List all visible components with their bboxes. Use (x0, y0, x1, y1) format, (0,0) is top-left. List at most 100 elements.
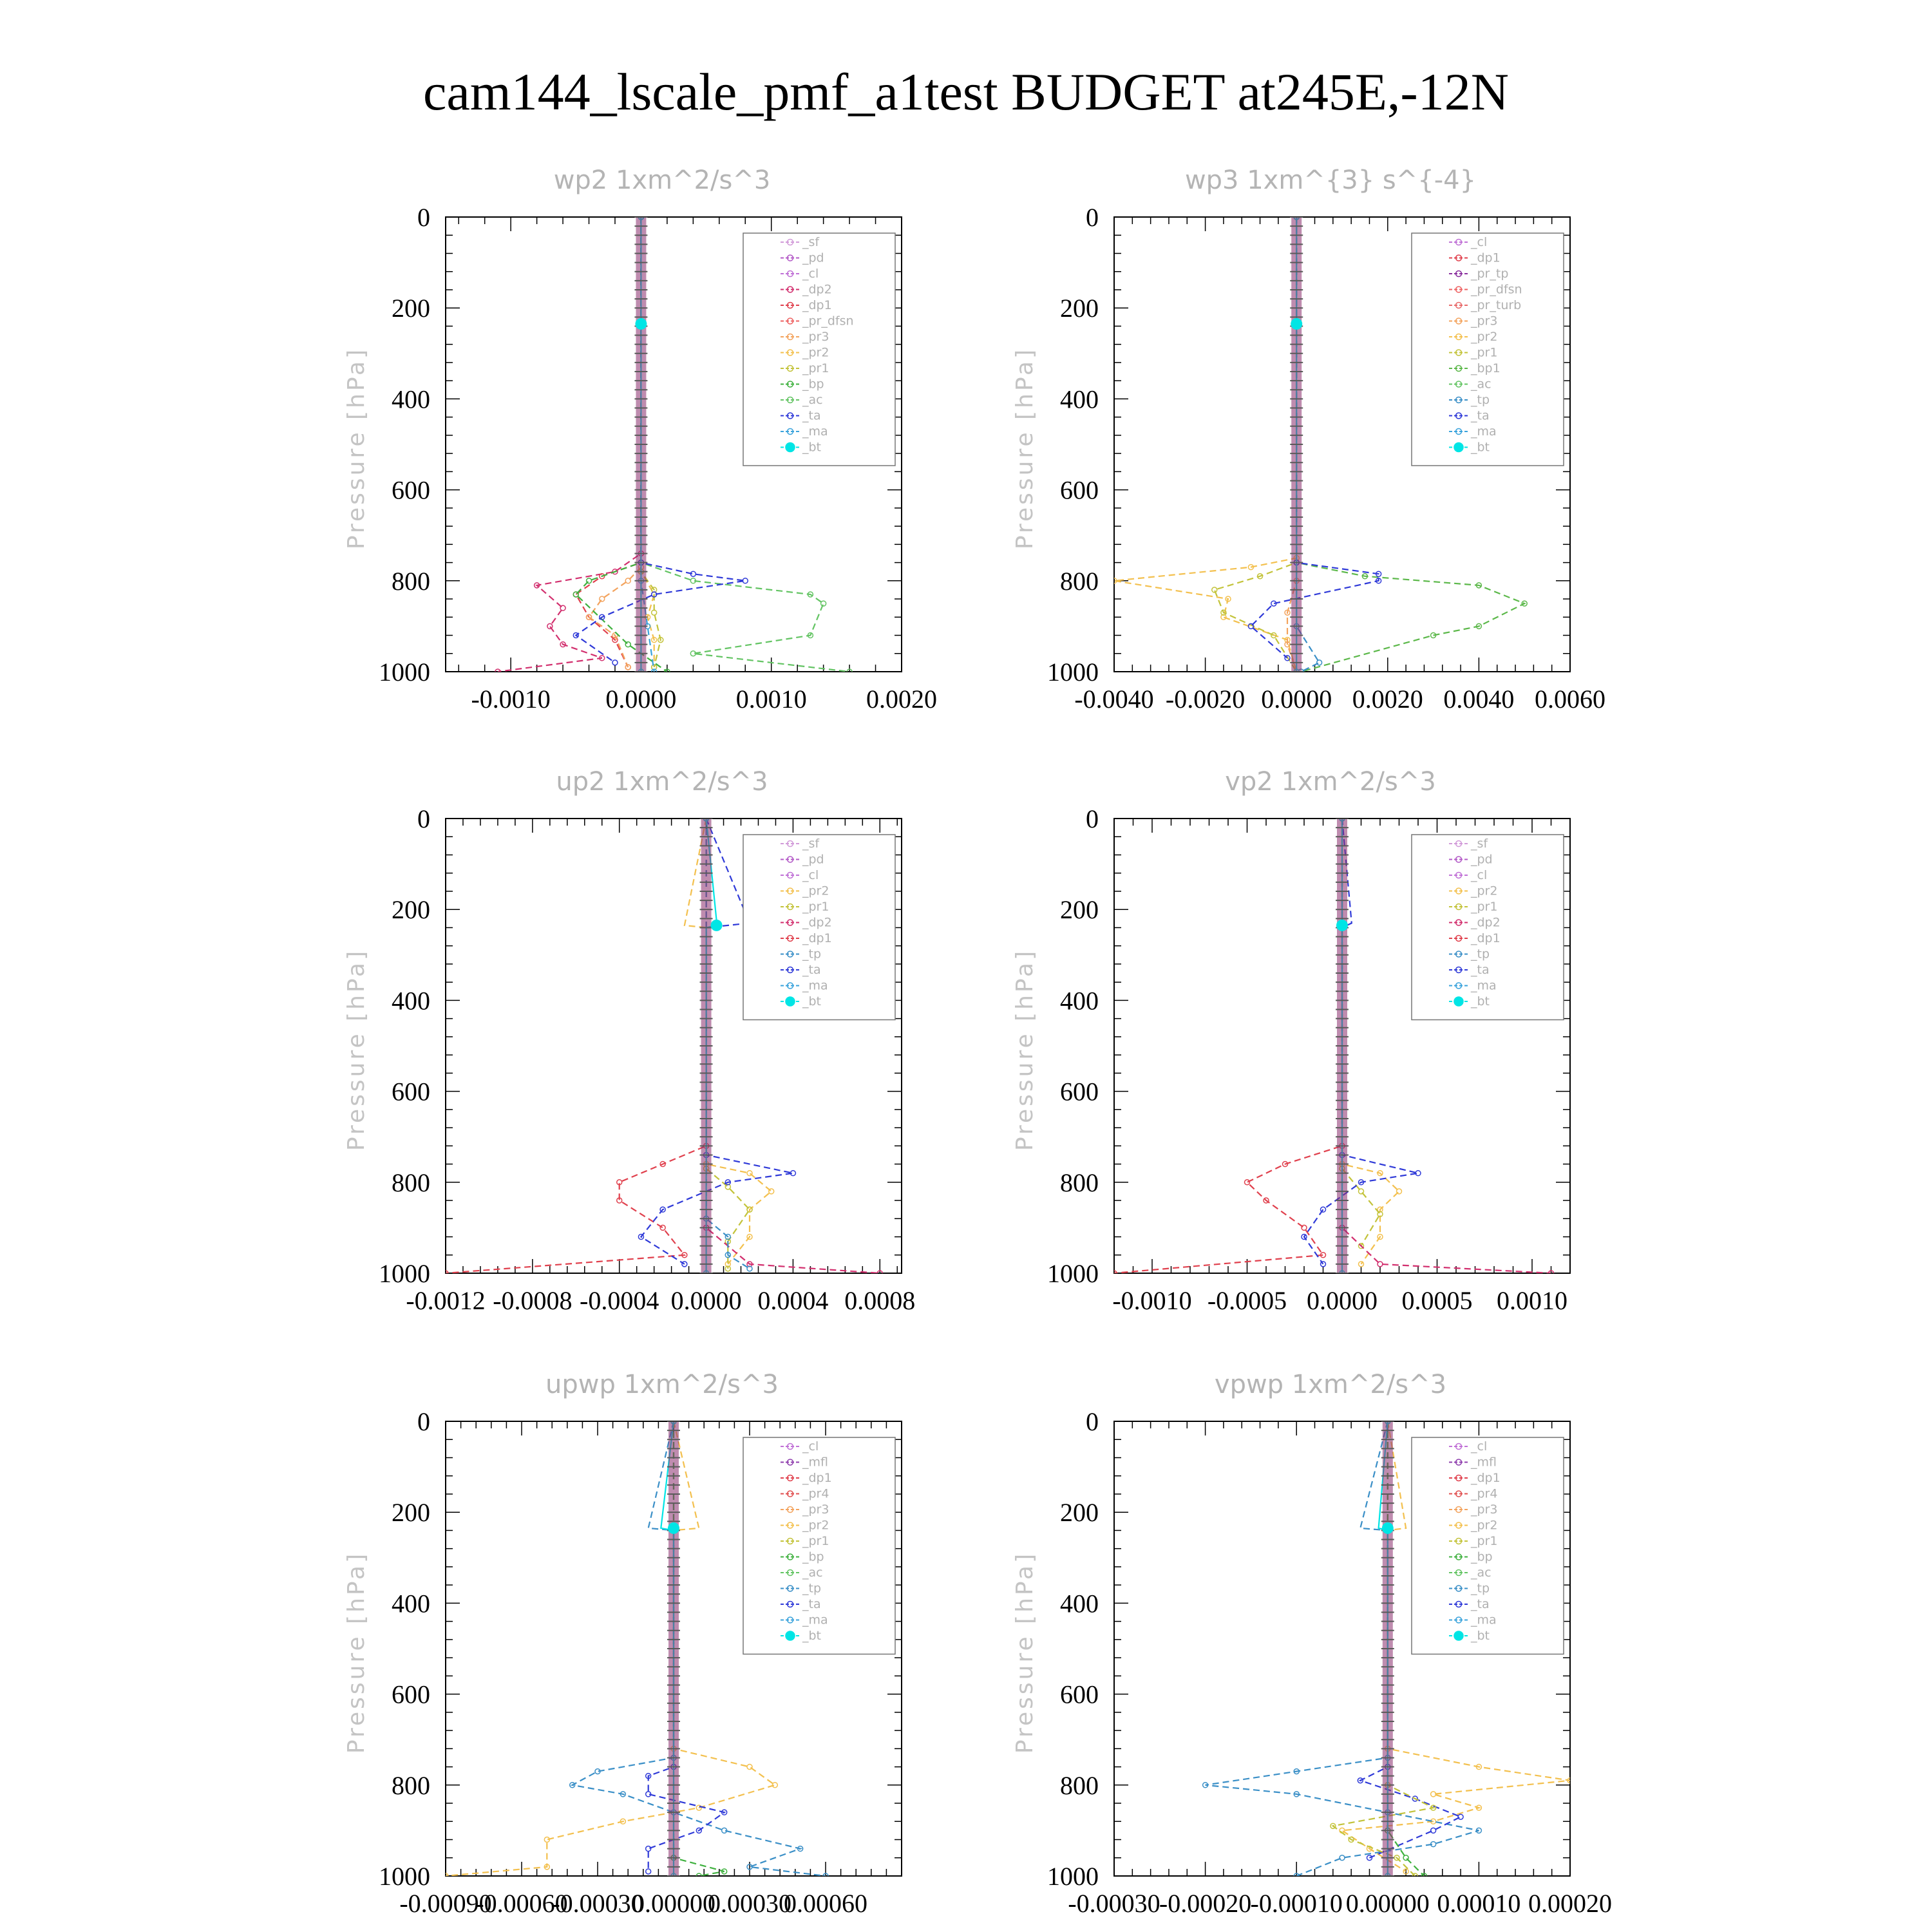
legend-label: _bp (802, 1550, 824, 1564)
series-marker (746, 1265, 753, 1272)
chart-panel: wp3 1xm^{3} s^{-4} Pressure [hPa] 0 200 400 6… (1012, 166, 1605, 714)
chart-panel: vp2 1xm^2/s^3 Pressure [hPa] 0 200 400 600 800… (1012, 767, 1571, 1315)
y-tick-label: 800 (1060, 1168, 1099, 1197)
legend-swatch-marker (1455, 856, 1463, 863)
legend-label: _pr_dfsn (802, 314, 854, 328)
x-tick-label: -0.00090 (399, 1889, 491, 1918)
y-tick-label: 0 (1086, 804, 1099, 833)
series-marker (1412, 1873, 1419, 1876)
y-axis-label: Pressure [hPa] (1012, 347, 1038, 549)
y-tick-label: 800 (1060, 1771, 1099, 1800)
legend-label: _pr1 (802, 900, 829, 914)
series-marker (690, 571, 697, 577)
y-tick-label: 1000 (379, 658, 430, 687)
y-tick-label: 800 (392, 1168, 430, 1197)
legend-swatch-marker (1455, 412, 1463, 419)
legend-label: _bp1 (1470, 361, 1501, 375)
series-line (683, 819, 773, 1265)
x-tick-label: -0.0040 (1074, 685, 1153, 714)
legend-swatch-marker (786, 365, 794, 372)
legend-swatch-marker (1455, 333, 1463, 341)
zero-profile-stack (1336, 819, 1349, 1273)
legend-label: _bt (802, 1629, 821, 1643)
legend-swatch-marker (1455, 1585, 1463, 1592)
y-tick-label: 400 (392, 986, 430, 1015)
legend-swatch-marker (786, 1490, 794, 1497)
legend-swatch-marker (786, 238, 794, 246)
legend-swatch-marker (786, 301, 794, 309)
legend-label: _cl (1470, 868, 1487, 882)
x-tick-label: -0.0012 (406, 1286, 485, 1315)
legend-swatch-marker (1455, 349, 1463, 356)
series-marker (585, 614, 592, 621)
legend-swatch-marker (786, 412, 794, 419)
series-marker (1247, 623, 1255, 630)
legend-label: _pr2 (802, 884, 829, 898)
y-tick-label: 200 (392, 895, 430, 924)
legend-label: _bt (1470, 1629, 1490, 1643)
series-marker (650, 636, 658, 643)
legend-label: _cl (1470, 235, 1487, 249)
x-tick-label: -0.00030 (551, 1889, 643, 1918)
series-marker (1475, 582, 1482, 589)
legend-label: _bp (1470, 1550, 1493, 1564)
legend-swatch-marker (786, 1600, 794, 1608)
series-marker (1377, 1211, 1383, 1217)
legend-box (743, 1437, 896, 1655)
series-marker (1301, 1224, 1307, 1231)
y-tick-label: 200 (1060, 895, 1099, 924)
series-marker (746, 1864, 753, 1870)
series-marker (650, 668, 658, 672)
x-tick-label: 0.0005 (1402, 1286, 1473, 1315)
legend-swatch-marker (1455, 1616, 1463, 1624)
legend-swatch-marker (786, 428, 794, 435)
legend-label: _pr2 (802, 346, 829, 360)
series-marker (807, 591, 814, 598)
legend-label: _bt (802, 994, 821, 1009)
legend-label: _cl (802, 267, 819, 281)
legend-label: _pd (802, 853, 824, 867)
series-marker (1366, 1855, 1373, 1861)
series-marker (1377, 1233, 1383, 1240)
x-tick-label: 0.0000 (1261, 685, 1332, 714)
x-tick-label: 0.0010 (736, 685, 807, 714)
series-group (495, 217, 853, 672)
series-marker (1430, 1841, 1437, 1848)
series-marker (797, 1845, 804, 1852)
panels-group: wp2 1xm^2/s^3 Pressure [hPa] 0 200 400 600 800… (343, 166, 1612, 1918)
series-marker (1377, 1261, 1383, 1267)
legend-label: _ac (1470, 1566, 1492, 1580)
bt-highlight-marker (668, 1522, 679, 1534)
legend-swatch-marker (786, 254, 794, 261)
bt-highlight-marker (1381, 1522, 1394, 1534)
x-tick-label: -0.0008 (493, 1286, 572, 1315)
legend-swatch-marker (786, 317, 794, 325)
legend-swatch-marker (1455, 871, 1463, 879)
series-marker (724, 1252, 732, 1258)
series-marker (696, 1804, 703, 1811)
series-marker (569, 1782, 576, 1788)
series-marker (1293, 1873, 1300, 1876)
legend-swatch-marker (785, 442, 795, 453)
y-tick-label: 800 (1060, 567, 1099, 596)
series-marker (1284, 655, 1291, 661)
bt-highlight-marker (1336, 919, 1348, 931)
legend-box (1411, 834, 1564, 1021)
x-tick-label: -0.00010 (1251, 1889, 1343, 1918)
legend-label: _pr2 (1470, 884, 1497, 898)
series-marker (1403, 1855, 1409, 1861)
series-marker (598, 655, 605, 661)
series-marker (612, 659, 618, 666)
series-marker (1396, 1188, 1403, 1195)
legend-swatch-marker (785, 1631, 795, 1641)
zero-profile-stack (1290, 217, 1303, 672)
legend-swatch-marker (1455, 286, 1463, 293)
legend-label: _ac (802, 393, 823, 407)
series-marker (696, 1827, 703, 1834)
x-tick-label: 0.00020 (1528, 1889, 1612, 1918)
legend-swatch-marker (1454, 1631, 1464, 1641)
series-marker (1567, 1777, 1570, 1784)
legend-swatch-marker (1455, 365, 1463, 372)
legend-label: _pr2 (802, 1519, 829, 1533)
series-marker (876, 1270, 884, 1273)
